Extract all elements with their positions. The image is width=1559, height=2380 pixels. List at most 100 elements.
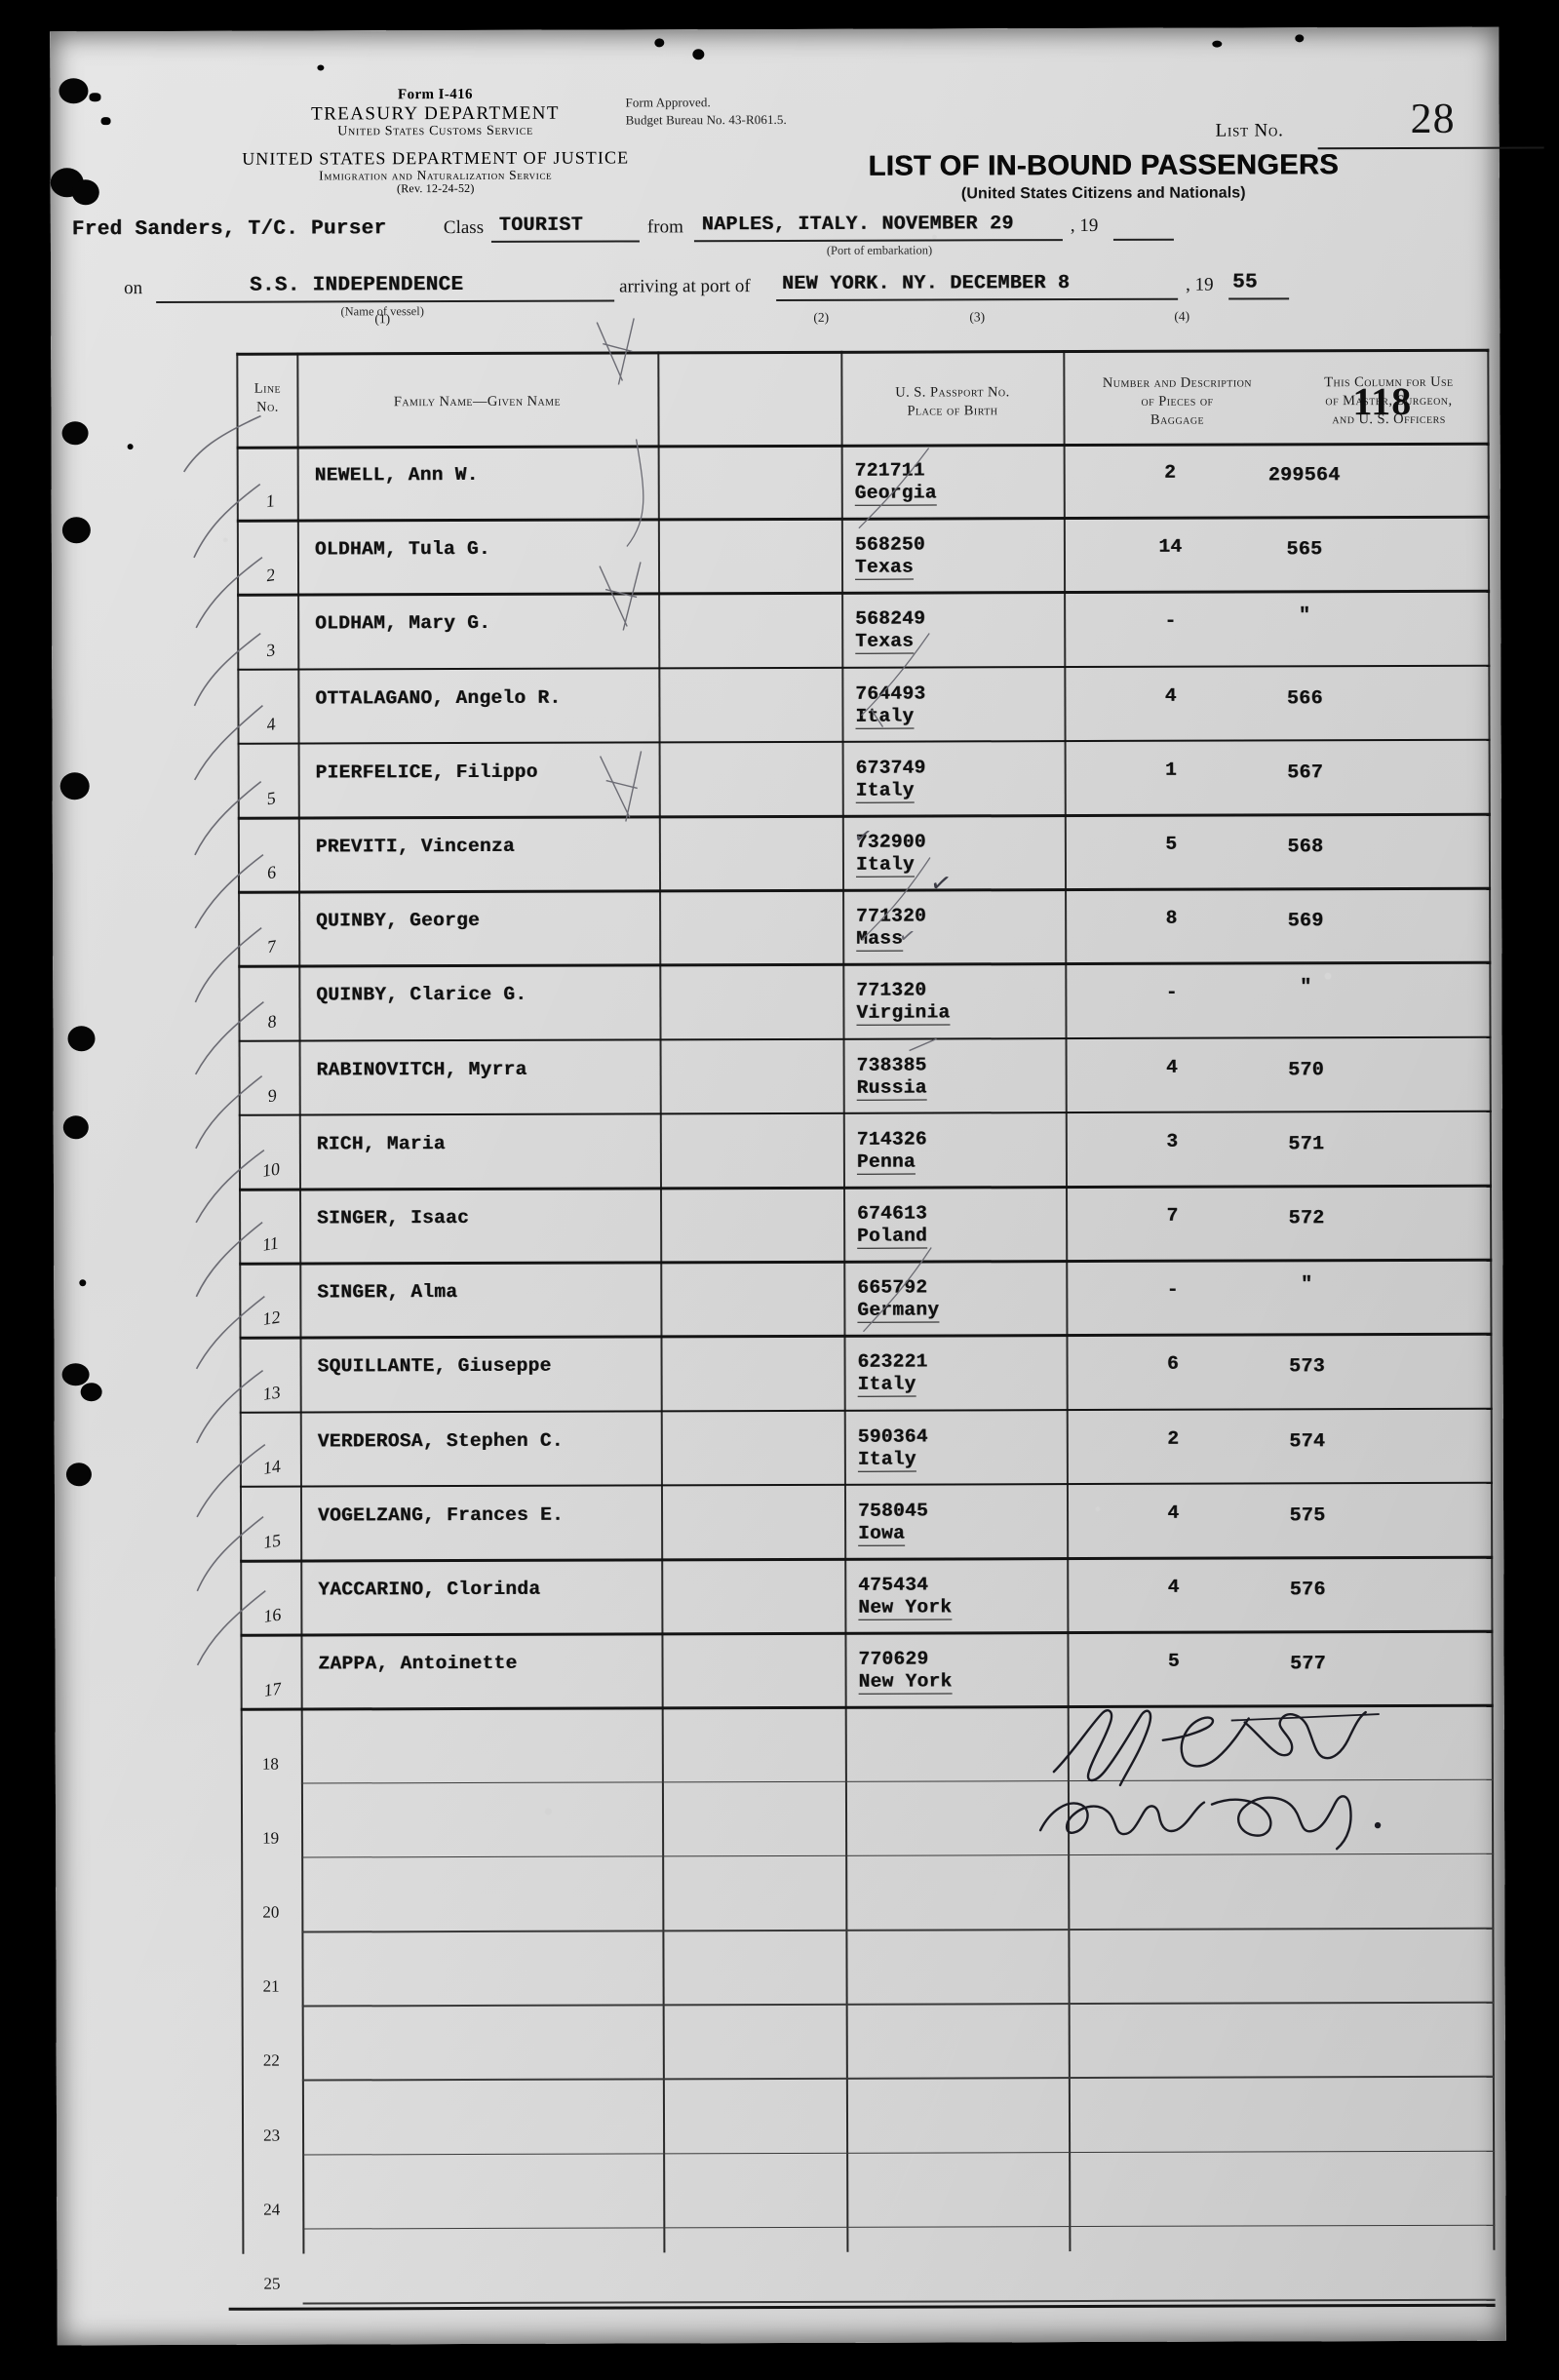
cell-passenger-name: OLDHAM, Tula G.: [314, 538, 491, 561]
cell-birthplace: Italy: [857, 1448, 916, 1472]
cell-birthplace: Poland: [857, 1225, 928, 1249]
cell-officers-number: 577: [1290, 1653, 1327, 1676]
cell-passenger-name: SINGER, Isaac: [317, 1206, 470, 1229]
table-row-separator: [237, 664, 1491, 671]
cell-birthplace: Mass: [856, 927, 904, 952]
port-of-embarkation-caption: (Port of embarkation): [826, 243, 933, 257]
customs-service-line: United States Customs Service: [337, 123, 533, 139]
row-line-number: 6: [265, 862, 278, 883]
scan-artifact-dot: [1295, 34, 1305, 43]
cell-birthplace: New York: [858, 1670, 953, 1695]
row-line-number: 11: [260, 1232, 281, 1255]
class-label: Class: [443, 216, 485, 239]
cell-passenger-name: SQUILLANTE, Giuseppe: [317, 1355, 552, 1378]
vessel-rule: [156, 299, 615, 303]
cell-passenger-name: YACCARINO, Clorinda: [318, 1578, 541, 1601]
row-line-number: 10: [260, 1158, 282, 1181]
cell-passport-and-birthplace: 673749 Italy: [855, 757, 926, 803]
cell-passenger-name: OLDHAM, Mary G.: [315, 612, 491, 635]
row-line-number: 25: [263, 2274, 281, 2293]
cell-passport-and-birthplace: 758045 Iowa: [858, 1500, 929, 1546]
cell-passport-and-birthplace: 721711 Georgia: [855, 459, 937, 506]
cell-officers-number: 571: [1288, 1133, 1325, 1156]
form-number: Form I-416: [398, 86, 473, 103]
stamp-118: 118: [1352, 378, 1413, 424]
cell-passport-number: 674613: [857, 1202, 928, 1225]
column-number-1: (1): [374, 311, 391, 327]
cell-passport-and-birthplace: 732900 Italy: [856, 832, 926, 878]
cell-passport-and-birthplace: 568249 Texas: [855, 608, 925, 655]
cell-officers-number: 299564: [1267, 464, 1341, 488]
cell-officers-number: 573: [1289, 1355, 1326, 1379]
row-line-number: 4: [265, 713, 277, 734]
cell-passenger-name: QUINBY, Clarice G.: [316, 984, 527, 1006]
cell-passenger-name: QUINBY, George: [316, 910, 481, 932]
cell-passenger-name: VOGELZANG, Frances E.: [318, 1503, 565, 1527]
row-line-number: 16: [261, 1604, 283, 1627]
cell-birthplace: Iowa: [858, 1522, 906, 1546]
cell-passport-number: 732900: [855, 831, 926, 853]
table-vline-name: [657, 351, 666, 2253]
cell-passenger-name: NEWELL, Ann W.: [314, 463, 479, 487]
cell-passport-and-birthplace: 771320 Virginia: [856, 980, 951, 1027]
year-rule-1: [1112, 238, 1174, 241]
cell-birthplace: Texas: [854, 556, 915, 580]
row-line-number: 12: [261, 1307, 282, 1330]
class-value: TOURIST: [498, 214, 584, 237]
from-label: from: [646, 216, 683, 238]
revision-date: (Rev. 12-24-52): [396, 180, 475, 196]
table-header-bottom-border: [236, 442, 1490, 449]
row-line-number: 13: [261, 1382, 282, 1404]
table-row-separator: [238, 1035, 1492, 1042]
cell-birthplace: Italy: [855, 779, 915, 803]
cell-officers-number: 567: [1287, 761, 1324, 785]
table-vline-right: [1487, 348, 1496, 2250]
table-row-separator: [237, 590, 1491, 597]
from-value: NAPLES, ITALY. NOVEMBER 29: [701, 213, 1014, 237]
cell-birthplace: Virginia: [856, 1001, 951, 1027]
row-line-number: 24: [263, 2200, 281, 2219]
row-line-number: 9: [266, 1084, 279, 1106]
passenger-manifest-table: Line No. Family Name—Given Name U. S. Pa…: [228, 348, 1496, 2311]
table-row-separator: [239, 1258, 1493, 1266]
punch-hole: [61, 517, 91, 544]
row-line-number: 2: [264, 565, 277, 586]
form-approved-text: Form Approved.: [625, 95, 711, 110]
table-row-separator: [239, 1481, 1493, 1489]
cell-officers-number: 570: [1288, 1058, 1325, 1081]
row-line-number: 18: [261, 1754, 279, 1774]
row-line-number: 1: [264, 490, 277, 512]
cell-officers-number: 576: [1289, 1579, 1326, 1602]
purser-name-value: Fred Sanders, T/C. Purser: [71, 217, 387, 242]
cell-passport-number: 665792: [857, 1276, 928, 1299]
cell-passenger-name: RICH, Maria: [316, 1132, 446, 1155]
scan-artifact-dot: [692, 49, 705, 60]
row-line-number: 23: [263, 2126, 281, 2145]
scan-artifact-dot: [127, 444, 134, 450]
cell-officers-number: 575: [1289, 1504, 1326, 1528]
class-rule: [490, 240, 640, 243]
cell-passport-number: 623221: [857, 1350, 928, 1374]
cell-passport-number: 758045: [858, 1500, 929, 1522]
cell-passport-and-birthplace: 623221 Italy: [857, 1350, 928, 1398]
column-number-4: (4): [1174, 308, 1190, 324]
signature-mcgrath: [1052, 1709, 1380, 1787]
cell-passenger-name: SINGER, Alma: [317, 1281, 458, 1304]
table-row-separator: [240, 1555, 1494, 1563]
cell-passport-and-birthplace: 771320 Mass: [856, 906, 926, 952]
column-header-baggage: Number and Description of Pieces of Bagg…: [1102, 374, 1252, 429]
cell-passport-number: 714326: [856, 1128, 927, 1151]
cell-passport-and-birthplace: 665792 Germany: [857, 1276, 940, 1323]
table-vline-lineno: [296, 352, 305, 2254]
row-line-number: 5: [265, 788, 278, 809]
cell-passport-number: 475434: [858, 1574, 929, 1596]
cell-birthplace: Italy: [855, 853, 916, 878]
cell-officers-number: ": [1301, 1273, 1313, 1297]
cell-passport-and-birthplace: 475434 New York: [858, 1574, 953, 1620]
column-number-2: (2): [813, 309, 830, 325]
year-rule-2: [1228, 297, 1290, 300]
table-row-separator: [301, 1927, 1495, 1933]
cell-passport-and-birthplace: 568250 Texas: [855, 534, 925, 580]
column-number-3: (3): [969, 309, 986, 325]
cell-officers-number: 572: [1288, 1207, 1325, 1230]
